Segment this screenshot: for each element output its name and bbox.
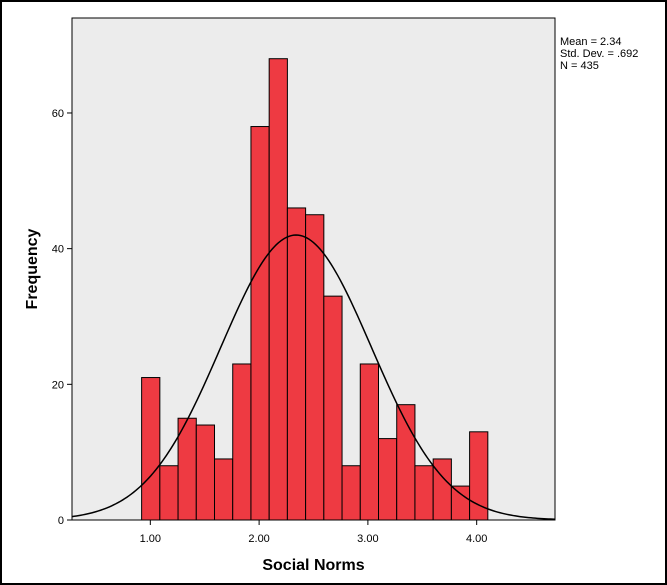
stat-mean: Mean = 2.34: [560, 36, 621, 48]
y-axis: 0 20 40 60: [52, 108, 72, 527]
y-tick-label: 20: [52, 379, 64, 391]
y-tick-label: 60: [52, 108, 64, 120]
histogram-bar: [141, 377, 161, 521]
histogram-bar: [377, 438, 398, 521]
stats-box: Mean = 2.34 Std. Dev. = .692 N = 435: [560, 36, 638, 72]
y-tick-label: 40: [52, 244, 64, 256]
histogram-bar: [177, 417, 197, 521]
histogram-bar: [469, 431, 489, 521]
histogram-bar: [250, 126, 270, 521]
stat-std-dev: Std. Dev. = .692: [560, 48, 638, 60]
x-tick-label: 4.00: [466, 533, 487, 545]
histogram-bar: [214, 458, 234, 521]
histogram-bar: [232, 363, 252, 521]
histogram-bar: [396, 404, 416, 521]
histogram-bar: [414, 465, 434, 521]
x-tick-label: 2.00: [248, 533, 269, 545]
histogram-bar: [359, 363, 379, 521]
bars: [141, 58, 489, 521]
histogram-bar: [159, 465, 179, 521]
histogram-bar: [323, 295, 343, 521]
x-tick-label: 3.00: [357, 533, 378, 545]
histogram-bar: [195, 424, 216, 521]
histogram-bar: [341, 465, 361, 521]
y-axis-title: Frequency: [24, 228, 41, 309]
y-tick-label: 0: [58, 515, 64, 527]
histogram-bar: [268, 58, 288, 521]
stat-n: N = 435: [560, 60, 599, 72]
histogram-bar: [450, 485, 471, 521]
x-axis: 1.00 2.00 3.00 4.00: [140, 520, 487, 545]
x-axis-title: Social Norms: [262, 557, 364, 574]
histogram-bar: [305, 214, 325, 521]
normal-curve: [71, 234, 556, 520]
x-tick-label: 1.00: [140, 533, 161, 545]
histogram-bar: [286, 207, 307, 521]
